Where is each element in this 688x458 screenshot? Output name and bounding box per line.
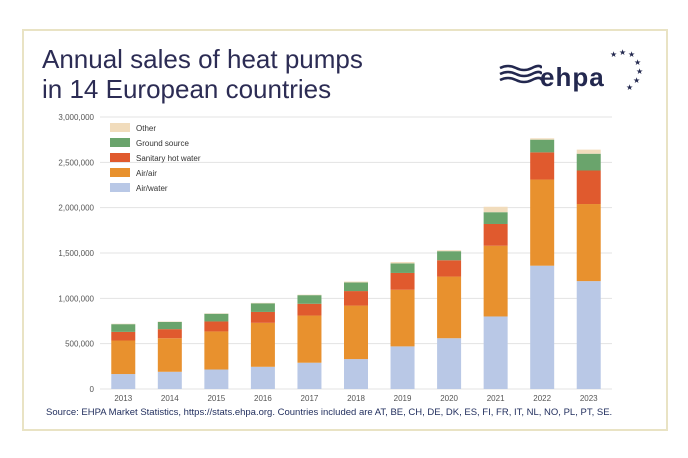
legend-swatch-air-air [110, 168, 130, 177]
svg-text:★: ★ [636, 67, 643, 76]
svg-text:★: ★ [610, 50, 617, 59]
bar-sanitary-hot-water [204, 321, 229, 332]
bar-sanitary-hot-water [344, 291, 368, 306]
bar-ground-source [437, 251, 462, 261]
bar-ground-source [390, 263, 415, 273]
bar-sanitary-hot-water [111, 331, 136, 341]
x-tick-label: 2015 [207, 394, 225, 403]
bar-air-air [250, 322, 275, 367]
x-tick-label: 2016 [254, 394, 272, 403]
y-tick-label: 2,000,000 [58, 204, 94, 213]
bar-other [483, 206, 508, 213]
bar-other [576, 149, 601, 154]
legend-label-air-water: Air/water [136, 184, 168, 193]
svg-text:★: ★ [628, 50, 635, 59]
bar-air-air [157, 338, 182, 372]
bar-ground-source [344, 282, 368, 292]
chart-title: Annual sales of heat pumps in 14 Europea… [42, 44, 363, 104]
bar-air-air [344, 305, 368, 360]
bar-air-water [204, 369, 229, 389]
ehpa-logo: ehpa ★ ★ ★ ★ ★ ★ ★ [498, 48, 644, 94]
x-tick-label: 2020 [440, 394, 458, 403]
bar-sanitary-hot-water [390, 272, 415, 290]
legend-label-ground-source: Ground source [136, 139, 189, 148]
bar-air-air [390, 289, 415, 347]
bar-ground-source [483, 212, 508, 224]
bar-sanitary-hot-water [576, 170, 601, 205]
x-tick-label: 2021 [487, 394, 505, 403]
bar-air-air [483, 245, 508, 317]
bar-ground-source [530, 139, 555, 153]
bar-air-air [530, 179, 555, 266]
bar-sanitary-hot-water [530, 152, 555, 180]
x-tick-label: 2014 [161, 394, 179, 403]
star-ring-icon: ★ ★ ★ ★★★ ★ [610, 48, 643, 92]
bar-sanitary-hot-water [157, 329, 182, 339]
svg-text:★: ★ [619, 48, 626, 57]
bar-air-air [576, 204, 601, 282]
bar-air-air [111, 340, 136, 375]
svg-text:★: ★ [634, 58, 641, 67]
bar-air-air [437, 276, 462, 339]
bar-sanitary-hot-water [483, 223, 508, 246]
source-note: Source: EHPA Market Statistics, https://… [46, 407, 613, 418]
legend-swatch-sanitary-hot-water [110, 153, 130, 162]
y-tick-label: 2,500,000 [58, 158, 94, 167]
bar-ground-source [297, 295, 322, 304]
logo-text: ehpa [540, 62, 605, 92]
bar-air-water [250, 366, 275, 389]
x-tick-label: 2019 [394, 394, 412, 403]
bar-other [437, 250, 462, 252]
bar-other [390, 262, 415, 264]
bar-ground-source [576, 153, 601, 171]
y-tick-label: 1,500,000 [58, 249, 94, 258]
bar-ground-source [204, 313, 229, 322]
legend-swatch-air-water [110, 183, 130, 192]
legend-label-other: Other [136, 124, 156, 133]
bar-air-water [157, 371, 182, 389]
bar-air-water [344, 359, 368, 389]
bar-air-air [297, 315, 322, 363]
bar-air-water [437, 338, 462, 389]
bar-air-water [297, 362, 322, 389]
legend-label-sanitary-hot-water: Sanitary hot water [136, 154, 201, 163]
svg-text:★: ★ [633, 76, 640, 85]
bar-other [530, 138, 555, 140]
wave-icon [499, 64, 542, 84]
bar-other [344, 281, 368, 283]
legend-swatch-other [110, 123, 130, 132]
y-tick-label: 500,000 [65, 340, 94, 349]
x-tick-label: 2023 [580, 394, 598, 403]
y-tick-label: 1,000,000 [58, 294, 94, 303]
bar-ground-source [250, 303, 275, 312]
bar-air-water [390, 346, 415, 389]
legend-swatch-ground-source [110, 138, 130, 147]
x-tick-label: 2013 [114, 394, 132, 403]
y-tick-label: 3,000,000 [58, 113, 94, 122]
bar-air-air [204, 331, 229, 370]
bar-sanitary-hot-water [250, 311, 275, 323]
y-tick-label: 0 [90, 385, 95, 394]
x-tick-label: 2022 [533, 394, 551, 403]
bar-sanitary-hot-water [297, 303, 322, 316]
chart-title-line-2: in 14 European countries [42, 74, 332, 104]
chart-title-line-1: Annual sales of heat pumps [42, 44, 363, 74]
bar-ground-source [157, 321, 182, 330]
bar-sanitary-hot-water [437, 260, 462, 277]
svg-text:★: ★ [626, 83, 633, 92]
bar-air-water [576, 281, 601, 389]
legend-label-air-air: Air/air [136, 169, 157, 178]
bar-air-water [483, 316, 508, 389]
x-tick-label: 2017 [301, 394, 319, 403]
bar-air-water [530, 265, 555, 389]
x-tick-label: 2018 [347, 394, 365, 403]
bar-air-water [111, 374, 136, 389]
bar-ground-source [111, 324, 136, 332]
